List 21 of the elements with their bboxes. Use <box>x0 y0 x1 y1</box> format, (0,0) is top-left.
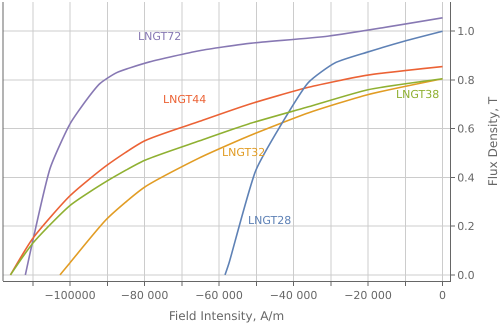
x-axis-title: Field Intensity, A/m <box>168 309 284 323</box>
x-tick-label: −60 000 <box>195 289 243 302</box>
y-axis-title: Flux Density, T <box>486 96 500 186</box>
x-tick-label: −40 000 <box>270 289 318 302</box>
y-tick-label: 0.8 <box>457 74 475 87</box>
line-series <box>224 30 444 276</box>
y-tick-label: 0.0 <box>457 268 475 282</box>
y-tick-label: 1.0 <box>457 25 475 38</box>
series-label: LNGT32 <box>222 146 266 159</box>
series-label: LNGT38 <box>396 88 440 101</box>
x-tick-label: −100000 <box>44 289 96 302</box>
y-tick-label: 0.4 <box>457 171 475 184</box>
series-label: LNGT72 <box>138 30 182 43</box>
x-tick-label: −80 000 <box>120 289 168 302</box>
x-tick-label: 0 <box>439 289 446 302</box>
series-label: LNGT28 <box>248 214 292 227</box>
series-label: LNGT44 <box>163 93 206 106</box>
x-tick-label: −20 000 <box>344 289 392 302</box>
y-tick-label: 0.2 <box>457 220 475 234</box>
line-series <box>24 17 444 276</box>
y-tick-label: 0.6 <box>457 122 475 136</box>
